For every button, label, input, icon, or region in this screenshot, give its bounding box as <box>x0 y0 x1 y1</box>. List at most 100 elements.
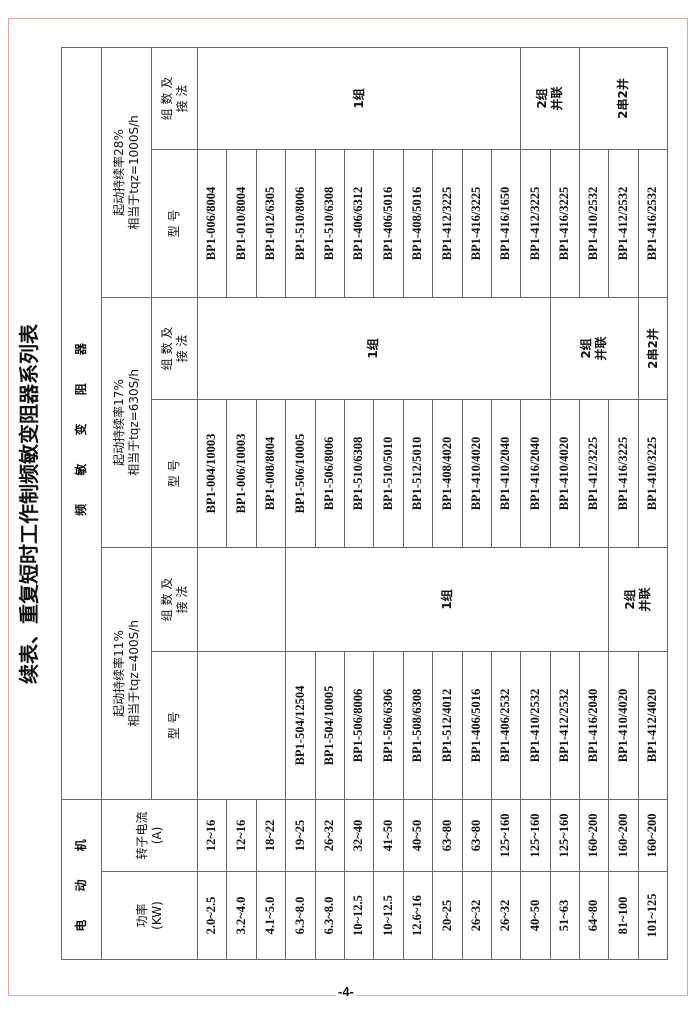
model-cell: BP1-506/8006 <box>315 399 345 548</box>
resistor-series-table: 电 动 机频 敏 变 阻 器功率 (KW) 转子电流 (A) 起动持续率11% 相当… <box>61 47 668 960</box>
power-header: 功率 (KW) <box>101 871 198 960</box>
model-cell: BP1-412/3225 <box>432 149 463 298</box>
current-cell: 160~200 <box>608 799 639 872</box>
motor-header: 电 动 机 <box>61 799 102 960</box>
model-cell: BP1-510/6308 <box>344 399 374 548</box>
model-cell: BP1-416/2040 <box>579 651 609 800</box>
table-row: 40~50 125~160 BP1-410/2532 BP1-416/2040 BP1-… <box>520 47 580 960</box>
power-cell: 2.0~2.5 <box>197 871 227 960</box>
model-cell: BP1-506/10005 <box>285 399 316 548</box>
model-cell: BP1-506/6306 <box>373 651 404 800</box>
model-cell: BP1-410/4020 <box>608 651 639 800</box>
model-cell: BP1-504/12504 <box>285 651 316 800</box>
current-cell: 63~80 <box>462 799 492 872</box>
table-row: 3.2~4.0 12~16 BP1-006/10003 BP1-010/8004 <box>226 47 257 960</box>
groups-cell: 2串2并 <box>638 297 668 400</box>
model-cell: BP1-412/2532 <box>608 149 639 298</box>
model-cell: BP1-406/5016 <box>373 149 404 298</box>
current-cell: 125~160 <box>520 799 551 872</box>
model-cell: BP1-010/8004 <box>226 149 257 298</box>
model-cell: BP1-006/8004 <box>197 149 227 298</box>
model-cell: BP1-412/3225 <box>579 399 609 548</box>
current-cell: 160~200 <box>638 799 668 872</box>
power-cell: 26~32 <box>491 871 521 960</box>
groups-cell: 2组 并联 <box>520 47 580 150</box>
current-cell: 12~16 <box>226 799 257 872</box>
table-row: 6.3~8.0 19~25 BP1-504/12504 1组 BP1-506/10005… <box>285 47 609 960</box>
model-cell: BP1-416/2040 <box>520 399 551 548</box>
power-cell: 64~80 <box>579 871 609 960</box>
model-cell: BP1-416/3225 <box>462 149 492 298</box>
groups-cell: 1组 <box>285 547 609 652</box>
groups-header: 组 数 及 接 法 <box>151 547 198 652</box>
current-cell: 160~200 <box>579 799 609 872</box>
current-cell: 12~16 <box>197 799 227 872</box>
power-cell: 26~32 <box>462 871 492 960</box>
power-cell: 10~12.5 <box>344 871 374 960</box>
current-cell: 41~50 <box>373 799 404 872</box>
model-cell: BP1-006/10003 <box>226 399 257 548</box>
current-cell: 125~160 <box>491 799 521 872</box>
table-row: 64~80 160~200 BP1-416/2040 BP1-412/3225 BP1-… <box>579 47 668 960</box>
model-cell: BP1-508/6308 <box>403 651 433 800</box>
table-row: 10~12.5 32~40 BP1-506/8006 BP1-510/6308 BP1-… <box>344 47 374 960</box>
section-header: 起动持续率17% 相当于tqz=630S/h <box>101 297 152 548</box>
resistor-header: 频 敏 变 阻 器 <box>61 47 102 800</box>
model-header: 型 号 <box>151 651 198 800</box>
model-cell: BP1-504/10005 <box>315 651 345 800</box>
groups-header: 组 数 及 接 法 <box>151 47 198 150</box>
table-row: 26~32 125~160 BP1-406/2532 BP1-410/2040 BP1-… <box>491 47 521 960</box>
table-row: 81~100 160~200 BP1-410/4020 2组 并联 BP1-416/32… <box>608 47 668 960</box>
table-row: 26~32 63~80 BP1-406/5016 BP1-410/4020 BP1-41… <box>462 47 492 960</box>
page-title: 续表、重复短时工作制频敏变阻器系列表 <box>17 324 41 684</box>
table-row: 10~12.5 41~50 BP1-506/6306 BP1-510/5010 BP1-… <box>373 47 404 960</box>
table-row: 51~63 125~160 BP1-412/2532 BP1-410/4020 2组 并… <box>550 47 639 960</box>
model-cell: BP1-510/8006 <box>285 149 316 298</box>
rotated-page-content: 续表、重复短时工作制频敏变阻器系列表 电 动 机频 敏 变 阻 器功率 (KW)… <box>17 47 668 960</box>
model-cell-blank <box>197 651 286 800</box>
current-header: 转子电流 (A) <box>101 799 198 872</box>
power-cell: 4.1~5.0 <box>256 871 286 960</box>
current-cell: 32~40 <box>344 799 374 872</box>
model-cell: BP1-416/2532 <box>638 149 668 298</box>
table-row: 2.0~2.5 12~16 BP1-004/10003 1组 BP1-006/8004 1… <box>197 47 551 960</box>
groups-cell <box>197 547 286 652</box>
groups-cell: 2串2并 <box>579 47 668 150</box>
current-cell: 63~80 <box>432 799 463 872</box>
groups-cell: 2组 并联 <box>608 547 668 652</box>
model-cell: BP1-412/4020 <box>638 651 668 800</box>
power-cell: 6.3~8.0 <box>315 871 345 960</box>
model-cell: BP1-510/5010 <box>373 399 404 548</box>
model-cell: BP1-406/5016 <box>462 651 492 800</box>
header-row: 功率 (KW) 转子电流 (A) 起动持续率11% 相当于tqz=400S/h 起动持… <box>101 47 198 960</box>
model-cell: BP1-410/4020 <box>462 399 492 548</box>
power-cell: 81~100 <box>608 871 639 960</box>
model-cell: BP1-410/2040 <box>491 399 521 548</box>
model-header: 型 号 <box>151 399 198 548</box>
model-cell: BP1-408/4020 <box>432 399 463 548</box>
groups-header: 组 数 及 接 法 <box>151 297 198 400</box>
model-cell: BP1-416/3225 <box>608 399 639 548</box>
current-cell: 40~50 <box>403 799 433 872</box>
model-cell: BP1-416/1650 <box>491 149 521 298</box>
model-cell: BP1-406/6312 <box>344 149 374 298</box>
groups-cell: 1组 <box>197 47 521 150</box>
model-cell: BP1-512/5010 <box>403 399 433 548</box>
page-number: -4- <box>336 984 356 999</box>
model-cell: BP1-510/6308 <box>315 149 345 298</box>
model-cell: BP1-512/4012 <box>432 651 463 800</box>
power-cell: 6.3~8.0 <box>285 871 316 960</box>
model-cell: BP1-406/2532 <box>491 651 521 800</box>
model-cell: BP1-506/8006 <box>344 651 374 800</box>
model-cell: BP1-410/2532 <box>579 149 609 298</box>
power-cell: 12.6~16 <box>403 871 433 960</box>
power-cell: 40~50 <box>520 871 551 960</box>
power-cell: 10~12.5 <box>373 871 404 960</box>
current-cell: 26~32 <box>315 799 345 872</box>
model-cell: BP1-412/3225 <box>520 149 551 298</box>
power-cell: 3.2~4.0 <box>226 871 257 960</box>
model-cell: BP1-410/2532 <box>520 651 551 800</box>
table-row: 6.3~8.0 26~32 BP1-504/10005 BP1-506/8006 BP1… <box>315 47 345 960</box>
table-row: 4.1~5.0 18~22 BP1-008/8004 BP1-012/6305 <box>256 47 286 960</box>
model-cell: BP1-412/2532 <box>550 651 580 800</box>
